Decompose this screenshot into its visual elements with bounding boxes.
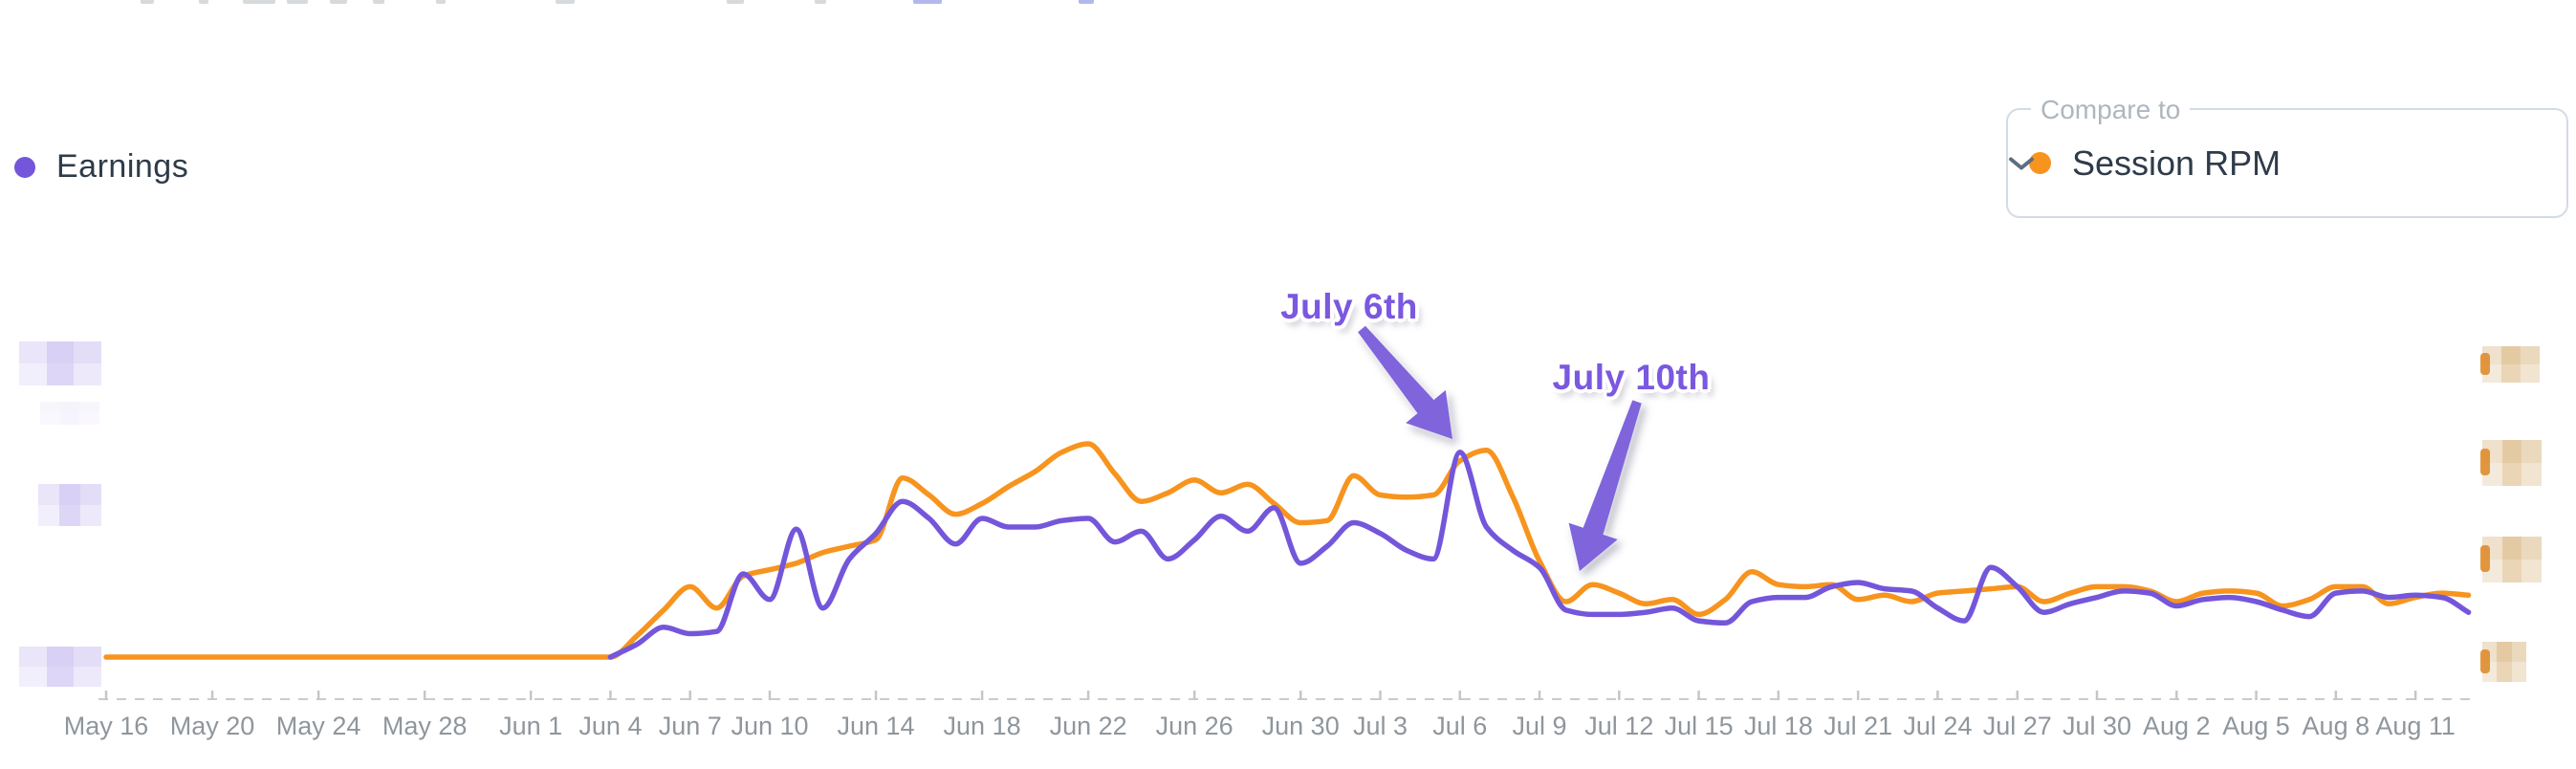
x-axis-label: Jun 18 xyxy=(943,712,1021,740)
annotation-july-6: July 6th xyxy=(1280,287,1418,326)
compare-to-selected-value: Session RPM xyxy=(2072,143,2281,183)
earnings-legend: Earnings xyxy=(14,148,188,186)
x-axis-label: Aug 5 xyxy=(2222,712,2290,740)
x-axis-label: Jun 30 xyxy=(1261,712,1340,740)
x-axis-label: Jul 18 xyxy=(1743,712,1813,740)
redacted-axis-label xyxy=(2480,537,2542,582)
earnings-line xyxy=(607,450,2472,660)
x-axis-label: Aug 8 xyxy=(2302,712,2370,740)
redacted-axis-label xyxy=(19,647,101,687)
redacted-axis-label xyxy=(2480,642,2526,682)
x-axis-label: Jul 15 xyxy=(1664,712,1734,740)
x-axis-label: Jul 27 xyxy=(1982,712,2052,740)
annotation-july-10: July 10th xyxy=(1552,358,1711,397)
x-axis-label: May 16 xyxy=(63,712,149,740)
earnings-legend-dot-icon xyxy=(14,156,35,178)
dollar-glyph-remnant xyxy=(2480,544,2490,573)
x-axis-label: Jun 22 xyxy=(1049,712,1127,740)
x-axis-label: Jul 24 xyxy=(1903,712,1973,740)
dollar-glyph-remnant xyxy=(2480,648,2490,673)
chevron-down-icon[interactable] xyxy=(2008,156,2035,170)
x-axis-label: Jul 9 xyxy=(1512,712,1567,740)
x-axis-label: May 20 xyxy=(169,712,255,740)
x-axis-label: Jun 7 xyxy=(658,712,722,740)
session-rpm-line xyxy=(103,441,2472,660)
dollar-glyph-remnant xyxy=(2480,352,2490,375)
x-axis-label: Jun 26 xyxy=(1155,712,1233,740)
x-axis-label: May 28 xyxy=(382,712,468,740)
x-axis-label: Jul 21 xyxy=(1823,712,1893,740)
compare-to-label: Compare to xyxy=(2031,95,2191,125)
x-axis-label: Jun 14 xyxy=(837,712,915,740)
x-axis-label: Jul 3 xyxy=(1352,712,1408,740)
x-axis-label: Jun 4 xyxy=(579,712,643,740)
dollar-glyph-remnant xyxy=(2480,448,2490,476)
compare-to-dropdown[interactable]: Compare to Session RPM xyxy=(2006,95,2568,218)
redacted-axis-label xyxy=(38,484,101,526)
x-axis-label: Jun 10 xyxy=(731,712,809,740)
july-6-arrow-icon xyxy=(1358,325,1452,439)
x-axis-label: Jul 6 xyxy=(1432,712,1488,740)
july-10-arrow-icon xyxy=(1568,400,1642,571)
x-axis-label: Aug 11 xyxy=(2375,712,2456,740)
x-axis-label: May 24 xyxy=(275,712,361,740)
x-axis-label: Jun 1 xyxy=(499,712,563,740)
x-axis-label: Aug 2 xyxy=(2142,712,2211,740)
x-axis-label: Jul 30 xyxy=(2062,712,2132,740)
earnings-legend-label: Earnings xyxy=(56,148,189,185)
x-axis-label: Jul 12 xyxy=(1584,712,1654,740)
redacted-axis-label xyxy=(40,402,99,425)
redacted-axis-label xyxy=(2480,346,2540,383)
redacted-axis-label xyxy=(19,341,101,385)
session-rpm-dot-icon xyxy=(2029,152,2051,174)
redacted-axis-label xyxy=(2480,440,2542,486)
